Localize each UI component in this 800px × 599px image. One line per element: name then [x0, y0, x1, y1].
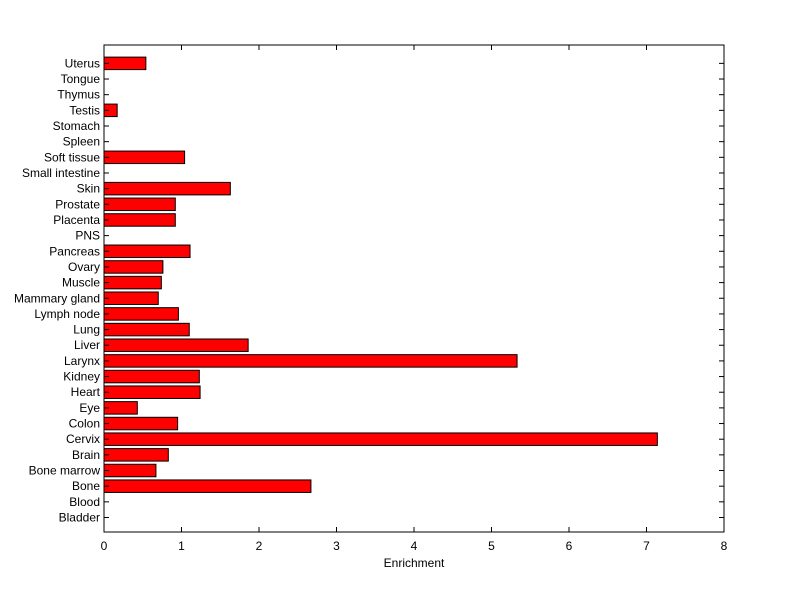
y-tick-label-liver: Liver [74, 338, 100, 352]
bar-skin [103, 181, 231, 196]
y-tick-label-brain: Brain [72, 448, 100, 462]
y-tick-label-bone-marrow: Bone marrow [29, 464, 101, 478]
x-tick-label: 2 [256, 539, 263, 553]
bar-placenta [103, 213, 176, 227]
y-tick-label-skin: Skin [77, 182, 100, 196]
y-tick-label-ovary: Ovary [68, 260, 100, 274]
y-tick-label-muscle: Muscle [62, 276, 100, 290]
y-tick-label-pns: PNS [75, 229, 100, 243]
bar-soft-tissue [103, 150, 186, 165]
x-tick-label: 8 [721, 539, 728, 553]
bar-brain [103, 448, 169, 462]
bar-ovary [103, 260, 164, 274]
y-tick-label-bladder: Bladder [59, 511, 100, 525]
y-tick-label-heart: Heart [71, 385, 101, 399]
y-tick-label-spleen: Spleen [63, 135, 100, 149]
y-tick-label-pancreas: Pancreas [49, 244, 100, 258]
bar-heart [103, 385, 201, 399]
plot-area [104, 45, 724, 532]
bar-prostate [103, 197, 176, 212]
y-tick-label-testis: Testis [69, 103, 100, 117]
x-tick-label: 4 [411, 539, 418, 553]
y-tick-label-lymph-node: Lymph node [34, 307, 100, 321]
bar-pancreas [103, 244, 191, 259]
bar-uterus [103, 56, 147, 71]
y-tick-label-uterus: Uterus [65, 56, 100, 70]
bar-colon [103, 416, 179, 431]
bar-cervix [103, 432, 658, 446]
x-tick-labels: 0 1 2 3 4 5 6 7 8 [101, 539, 728, 553]
y-tick-label-placenta: Placenta [53, 213, 100, 227]
bar-lung [103, 322, 190, 337]
y-tick-label-cervix: Cervix [66, 432, 100, 446]
y-tick-label-mammary-gland: Mammary gland [14, 291, 100, 305]
y-tick-label-lung: Lung [73, 323, 100, 337]
y-tick-label-thymus: Thymus [57, 88, 100, 102]
x-axis-label: Enrichment [384, 556, 445, 570]
y-tick-label-stomach: Stomach [53, 119, 100, 133]
x-tick-label: 7 [643, 539, 650, 553]
bar-bone [103, 479, 312, 493]
x-tick-label: 3 [333, 539, 340, 553]
y-tick-label-soft-tissue: Soft tissue [44, 150, 100, 164]
y-tick-label-prostate: Prostate [55, 197, 100, 211]
y-tick-label-colon: Colon [69, 417, 100, 431]
x-tick-label: 6 [566, 539, 573, 553]
bar-bone-marrow [103, 463, 157, 478]
y-tick-label-eye: Eye [79, 401, 100, 415]
y-tick-label-bone: Bone [72, 479, 100, 493]
bar-liver [103, 338, 249, 352]
y-tick-label-blood: Blood [69, 495, 100, 509]
x-tick-label: 0 [101, 539, 108, 553]
bar-lymph-node [103, 307, 179, 321]
bar-larynx [103, 354, 518, 368]
x-tick-label: 5 [488, 539, 495, 553]
y-tick-label-kidney: Kidney [63, 370, 100, 384]
bar-muscle [103, 275, 162, 290]
y-tick-label-tongue: Tongue [61, 72, 101, 86]
bar-kidney [103, 369, 200, 384]
x-tick-label: 1 [178, 539, 185, 553]
y-tick-label-small-intestine: Small intestine [22, 166, 100, 180]
bar-mammary-gland [103, 291, 159, 306]
y-tick-label-larynx: Larynx [64, 354, 100, 368]
plot-frame [103, 44, 725, 533]
